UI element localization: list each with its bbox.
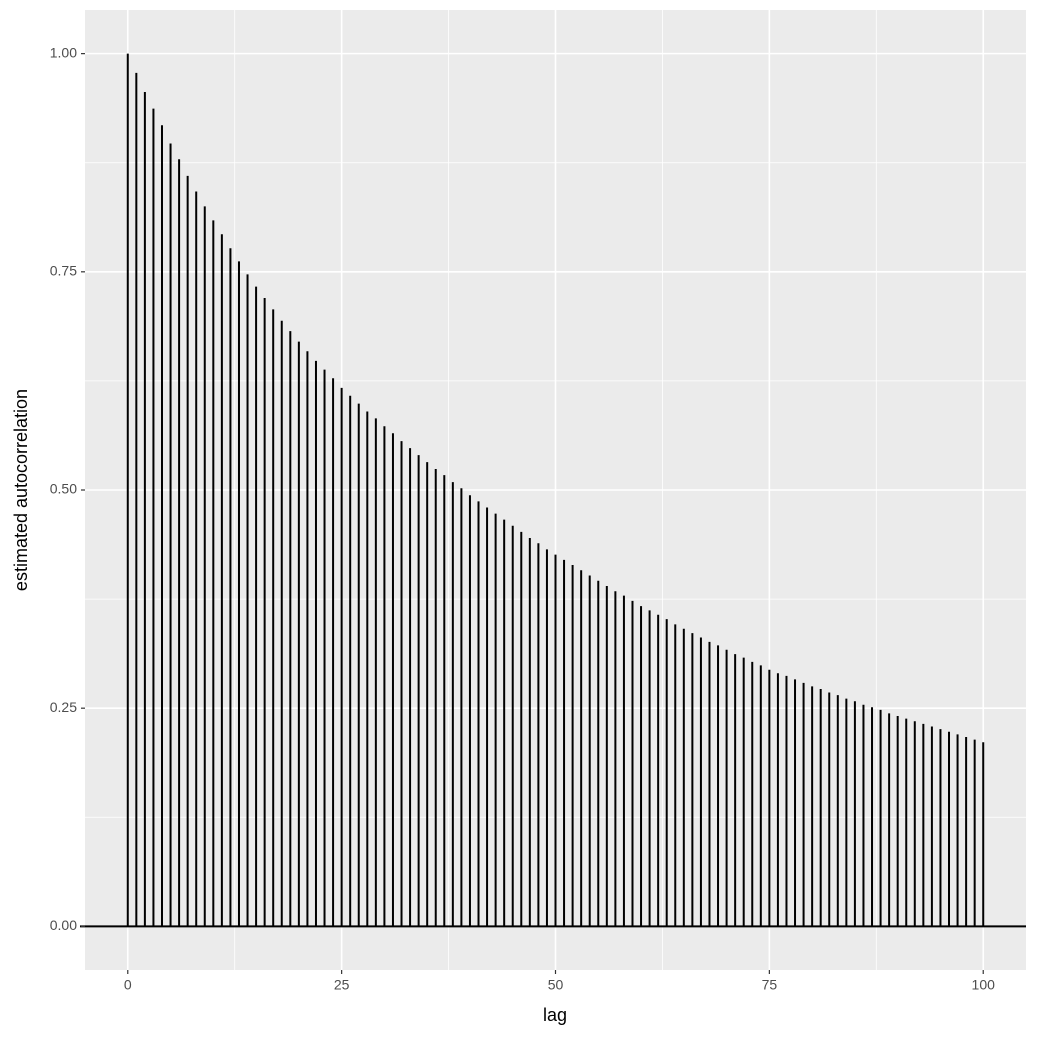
y-tick-label: 0.50 xyxy=(50,481,77,497)
y-tick-label: 0.00 xyxy=(50,917,77,933)
x-tick-label: 100 xyxy=(972,977,996,993)
y-axis-label: estimated autocorrelation xyxy=(11,389,31,591)
x-tick-label: 50 xyxy=(548,977,564,993)
axes: 0.00 0.25 0.50 0.75 1.00 0 25 50 75 100 xyxy=(50,44,995,992)
x-tick-label: 0 xyxy=(124,977,132,993)
x-tick-label: 75 xyxy=(762,977,778,993)
x-tick-label: 25 xyxy=(334,977,350,993)
marks xyxy=(80,53,1026,928)
x-axis-label: lag xyxy=(543,1005,567,1025)
y-tick-label: 0.25 xyxy=(50,699,77,715)
y-tick-label: 0.75 xyxy=(50,263,77,279)
y-tick-label: 1.00 xyxy=(50,44,77,60)
